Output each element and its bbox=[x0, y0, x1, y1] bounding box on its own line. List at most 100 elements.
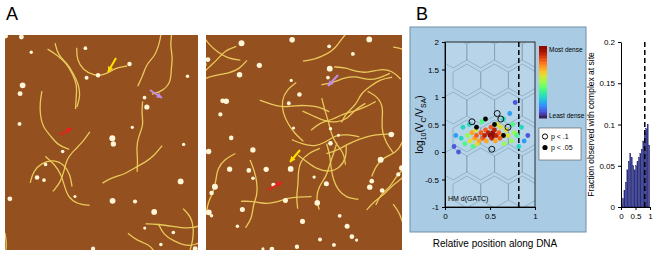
protein-spot bbox=[218, 112, 222, 116]
protein-spot bbox=[367, 185, 372, 190]
protein-spot bbox=[151, 209, 157, 215]
protein-spot bbox=[326, 76, 330, 80]
tick-mark bbox=[442, 97, 445, 98]
protein-spot bbox=[206, 149, 211, 154]
protein-spot bbox=[355, 238, 358, 241]
protein-spot bbox=[270, 247, 275, 250]
colorbar-cell bbox=[539, 58, 547, 62]
afm-image bbox=[206, 35, 402, 250]
protein-spot bbox=[283, 198, 288, 203]
dna-strand bbox=[260, 100, 329, 112]
dna-strand bbox=[241, 196, 311, 203]
colorbar-label: Most dense bbox=[549, 46, 583, 53]
colorbar-cell bbox=[539, 115, 547, 119]
data-point bbox=[502, 141, 507, 146]
data-point bbox=[505, 124, 511, 130]
tick-label: 0.1 bbox=[604, 121, 616, 130]
protein-spot bbox=[5, 35, 8, 38]
protein-spot bbox=[389, 132, 394, 137]
colorbar-cell bbox=[539, 88, 547, 92]
tick-label: 1 bbox=[533, 212, 538, 221]
tick: 0.5 bbox=[630, 207, 642, 221]
plot-marks bbox=[621, 42, 650, 207]
protein-spot bbox=[318, 238, 322, 242]
dna-strand bbox=[175, 209, 193, 250]
protein-spot bbox=[396, 172, 400, 176]
axis-line bbox=[621, 43, 622, 208]
tick: 1 bbox=[435, 93, 445, 102]
colorbar-cell bbox=[539, 85, 547, 89]
protein-spot bbox=[300, 219, 305, 224]
arrow-head bbox=[66, 128, 72, 133]
tick: 0.5 bbox=[485, 207, 497, 221]
arrow bbox=[328, 75, 338, 86]
tick: 0 bbox=[611, 203, 621, 212]
dna-strand bbox=[137, 101, 143, 171]
density-hexagon bbox=[445, 92, 467, 124]
tick-label: 0.5 bbox=[485, 212, 497, 221]
protein-spot bbox=[351, 52, 355, 56]
protein-spot bbox=[172, 231, 176, 235]
tick: 0.1 bbox=[604, 121, 621, 130]
data-point bbox=[456, 150, 461, 155]
density-hexagon bbox=[481, 120, 509, 152]
histogram-bar bbox=[633, 166, 634, 207]
histogram-bar bbox=[634, 170, 635, 207]
protein-spot bbox=[345, 224, 350, 229]
tick-mark bbox=[618, 166, 621, 167]
protein-spot bbox=[7, 196, 12, 201]
tick-label: 0 bbox=[611, 203, 616, 212]
tick-mark bbox=[442, 70, 445, 71]
axis-title: Relative position along DNA bbox=[433, 238, 558, 249]
density-hexagon bbox=[453, 176, 481, 207]
density-hexagon bbox=[481, 64, 509, 96]
protein-spot bbox=[378, 157, 384, 163]
protein-spot bbox=[312, 175, 315, 178]
data-point bbox=[525, 133, 530, 138]
data-point bbox=[483, 117, 488, 122]
protein-spot bbox=[193, 246, 198, 250]
dna-strand bbox=[206, 35, 240, 60]
dna-strand bbox=[368, 91, 394, 152]
tick-label: 0.15 bbox=[599, 79, 615, 88]
dna-strand bbox=[376, 145, 402, 205]
tick-mark bbox=[618, 125, 621, 126]
histogram-bar bbox=[622, 199, 623, 207]
dna-strand bbox=[282, 82, 303, 141]
tick-label: 0 bbox=[443, 212, 448, 221]
dna-strand bbox=[367, 166, 402, 210]
legend-label: p < .1 bbox=[551, 133, 569, 141]
data-point bbox=[484, 139, 489, 144]
histogram-bar bbox=[640, 153, 641, 207]
tick-label: 0.5 bbox=[630, 212, 642, 221]
axis: 00.050.10.150.2 bbox=[599, 38, 621, 212]
density-hexagon bbox=[522, 92, 535, 124]
axis-title-part: 10 bbox=[420, 132, 427, 140]
annotation: HM d(GATC) bbox=[448, 195, 488, 203]
protein-spot bbox=[20, 82, 26, 88]
tick-label: 1.5 bbox=[428, 66, 440, 75]
tick-mark bbox=[618, 83, 621, 84]
plot-frame bbox=[445, 42, 535, 207]
histogram-bar bbox=[647, 125, 648, 208]
panel-label: B bbox=[416, 4, 428, 24]
protein-spot bbox=[73, 195, 76, 198]
data-point bbox=[474, 133, 479, 138]
dna-strand bbox=[48, 49, 77, 109]
protein-spot bbox=[61, 150, 65, 154]
protein-spot bbox=[206, 210, 212, 216]
reference-line bbox=[518, 42, 520, 207]
axis-title-part: (V bbox=[414, 122, 425, 132]
panel-background bbox=[410, 27, 586, 232]
data-point bbox=[501, 133, 506, 138]
data-point bbox=[492, 128, 497, 133]
protein-spot bbox=[328, 141, 333, 146]
plot-area bbox=[445, 42, 535, 207]
tick-mark bbox=[490, 207, 491, 210]
density-hexagon bbox=[467, 42, 495, 68]
dna-strand bbox=[372, 120, 402, 177]
protein-spot bbox=[127, 62, 131, 66]
data-point bbox=[465, 133, 470, 138]
data-point bbox=[498, 116, 504, 122]
legend-label: p < .05 bbox=[551, 144, 573, 152]
